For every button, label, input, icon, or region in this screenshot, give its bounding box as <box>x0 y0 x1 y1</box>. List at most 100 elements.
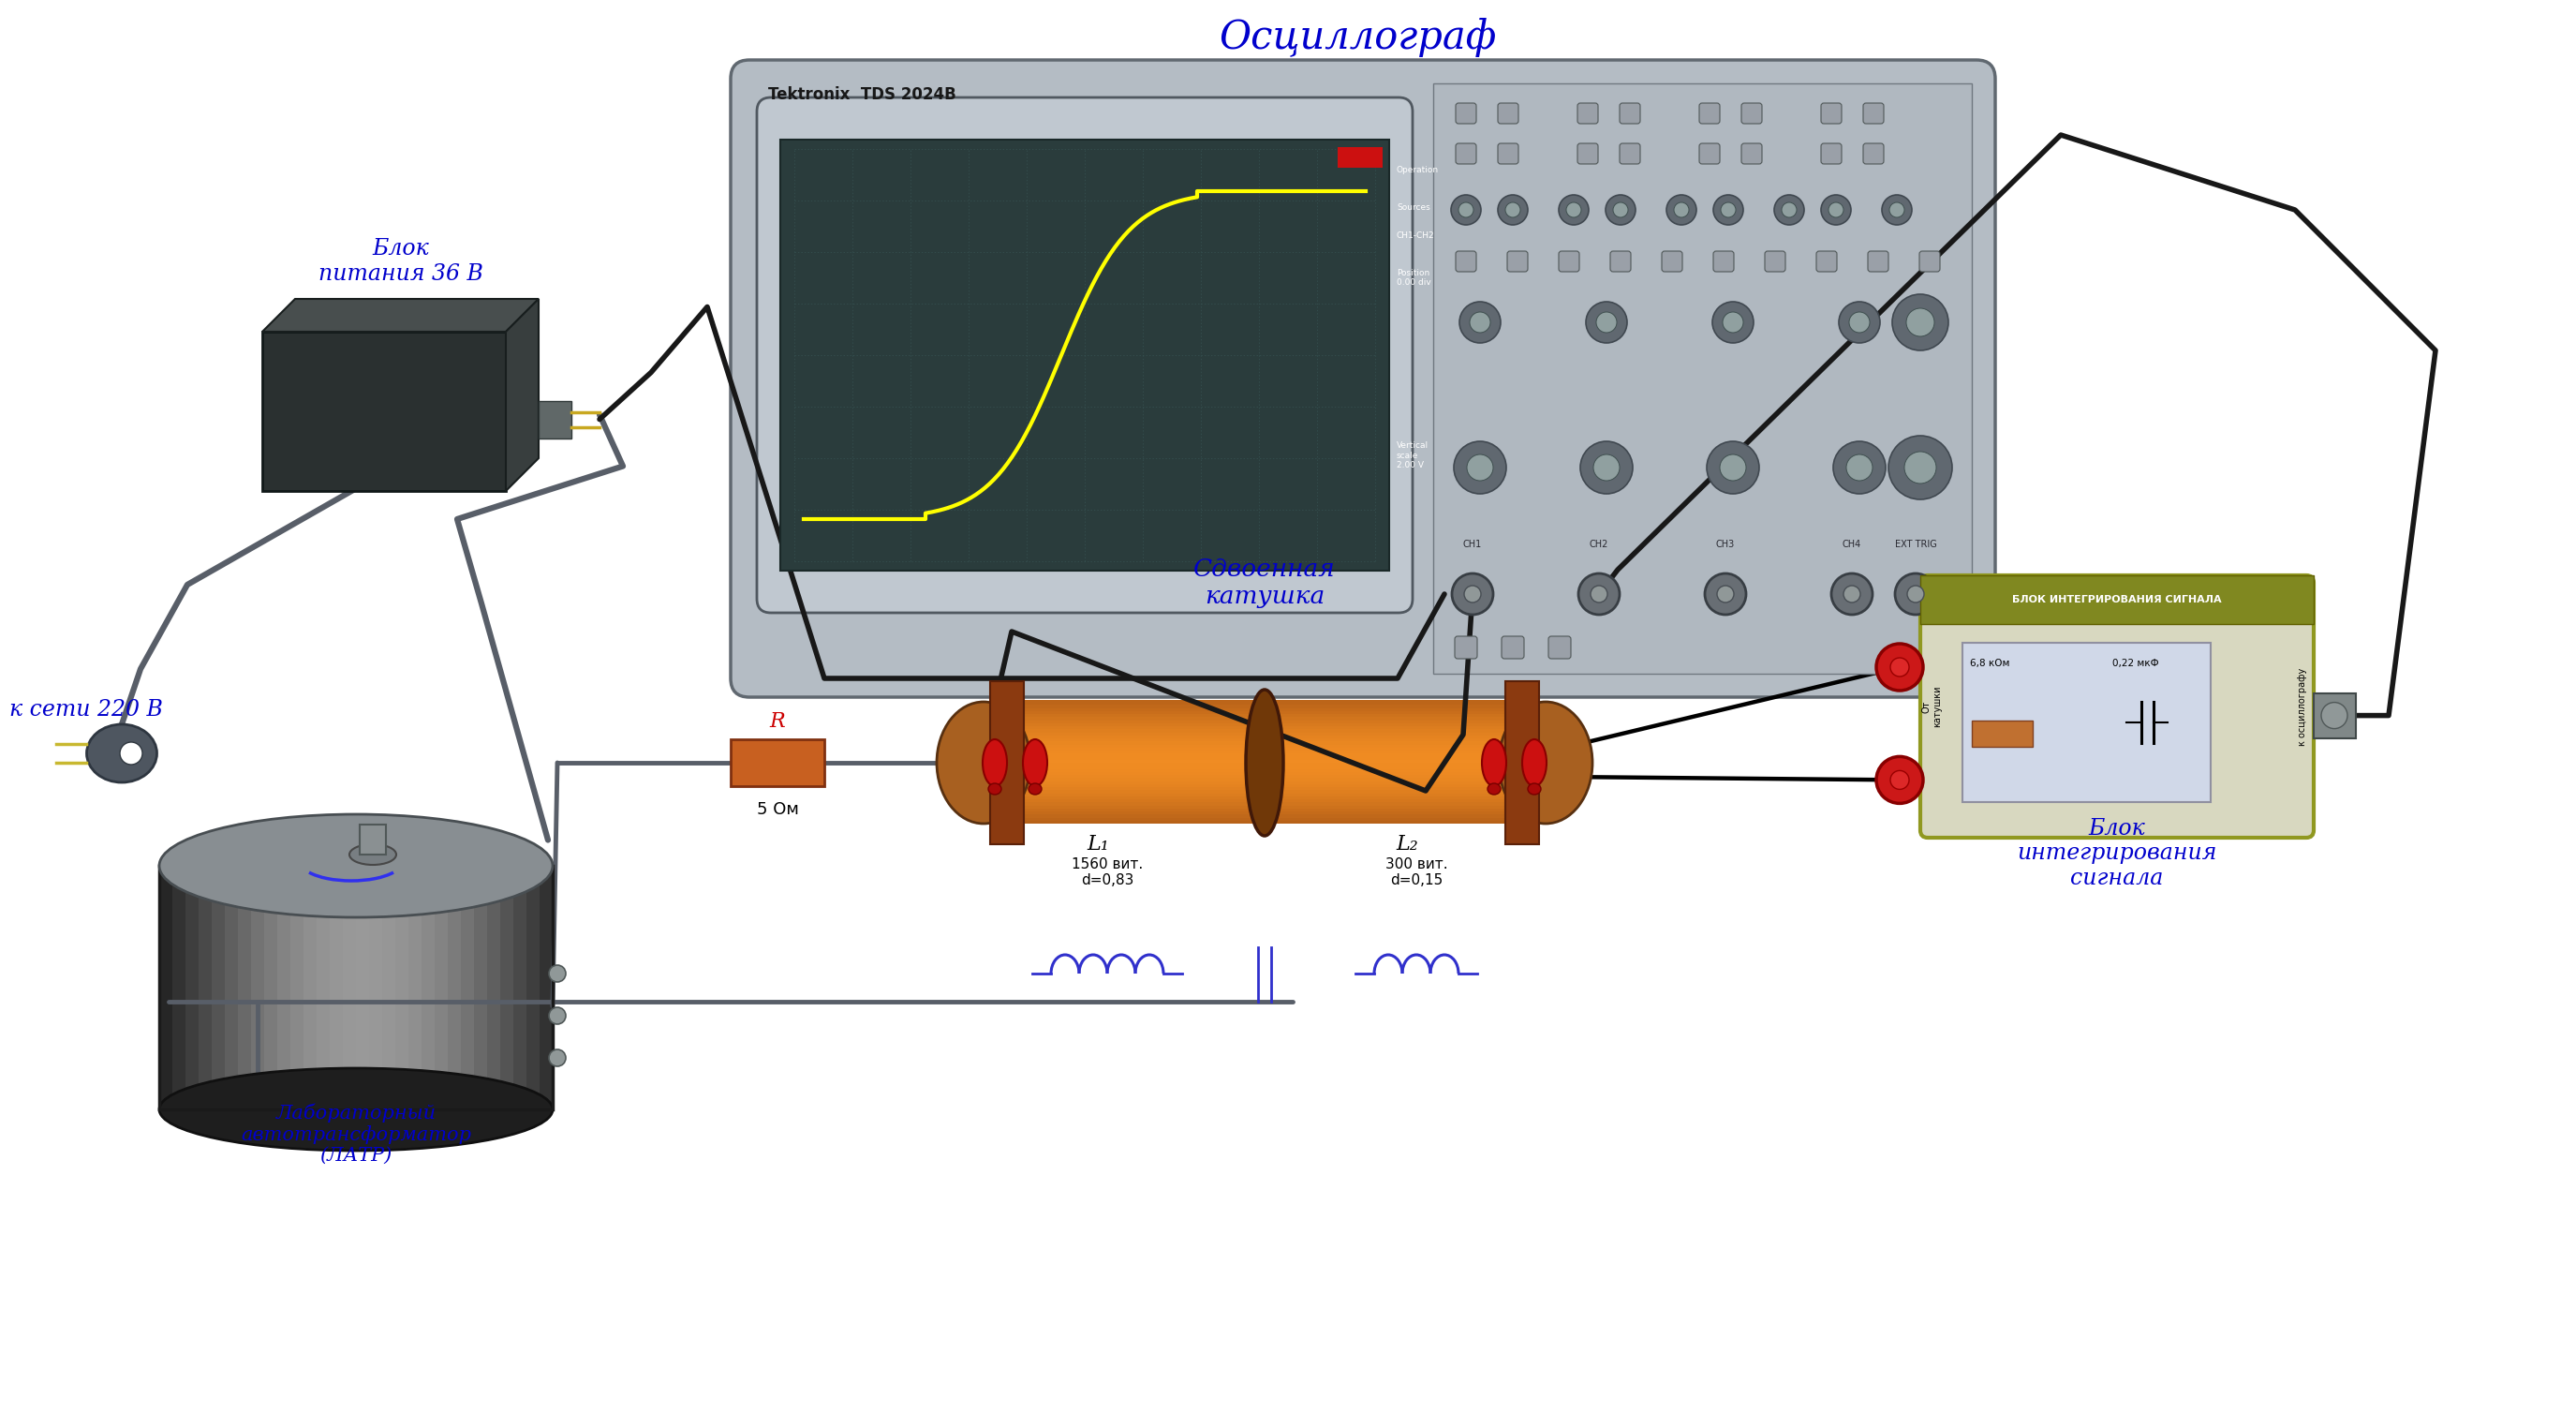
FancyBboxPatch shape <box>1497 143 1517 164</box>
Bar <box>448 865 464 1110</box>
FancyBboxPatch shape <box>1662 251 1682 271</box>
Circle shape <box>1821 194 1852 224</box>
Circle shape <box>1875 757 1924 804</box>
Circle shape <box>1839 301 1880 343</box>
Circle shape <box>1453 574 1494 614</box>
Bar <box>474 865 489 1110</box>
Bar <box>513 865 528 1110</box>
Text: CH1-CH2: CH1-CH2 <box>1396 231 1435 240</box>
Circle shape <box>1461 301 1502 343</box>
Circle shape <box>1850 313 1870 333</box>
Bar <box>410 865 422 1110</box>
Bar <box>1007 810 1522 814</box>
Ellipse shape <box>1028 784 1041 794</box>
Text: Блок
питания 36 В: Блок питания 36 В <box>319 238 484 284</box>
Text: От
катушки: От катушки <box>1922 685 1942 727</box>
Bar <box>173 865 188 1110</box>
Text: Tektronix  TDS 2024B: Tektronix TDS 2024B <box>768 86 956 103</box>
FancyBboxPatch shape <box>1919 251 1940 271</box>
Circle shape <box>1713 301 1754 343</box>
Ellipse shape <box>1528 784 1540 794</box>
Bar <box>1007 740 1522 744</box>
Bar <box>1963 643 2210 803</box>
Bar <box>330 865 345 1110</box>
Ellipse shape <box>1023 740 1048 787</box>
FancyBboxPatch shape <box>1868 251 1888 271</box>
Circle shape <box>1713 194 1744 224</box>
Ellipse shape <box>1499 701 1592 824</box>
Circle shape <box>1708 441 1759 494</box>
Circle shape <box>1906 308 1935 337</box>
Bar <box>1007 734 1522 738</box>
Circle shape <box>1450 194 1481 224</box>
Bar <box>1007 727 1522 733</box>
Text: к сети 220 В: к сети 220 В <box>10 700 162 721</box>
Ellipse shape <box>981 740 1007 787</box>
Circle shape <box>1587 301 1628 343</box>
Text: L₁: L₁ <box>1087 834 1108 854</box>
Circle shape <box>1888 436 1953 500</box>
FancyBboxPatch shape <box>1548 637 1571 658</box>
Bar <box>1007 767 1522 773</box>
Bar <box>1007 715 1522 720</box>
FancyBboxPatch shape <box>1620 143 1641 164</box>
Bar <box>368 865 384 1110</box>
Text: Сдвоенная
катушка: Сдвоенная катушка <box>1193 557 1334 608</box>
Circle shape <box>1832 574 1873 614</box>
Circle shape <box>549 965 567 982</box>
Circle shape <box>1605 194 1636 224</box>
Circle shape <box>1888 203 1904 217</box>
Bar <box>1007 745 1522 751</box>
Circle shape <box>1834 441 1886 494</box>
FancyBboxPatch shape <box>1455 637 1476 658</box>
Circle shape <box>1896 574 1937 614</box>
Bar <box>1971 720 2032 747</box>
Circle shape <box>1893 294 1947 350</box>
Circle shape <box>121 743 142 764</box>
Bar <box>265 865 278 1110</box>
Circle shape <box>1904 451 1937 484</box>
Bar <box>435 865 451 1110</box>
Circle shape <box>1504 203 1520 217</box>
Circle shape <box>1458 203 1473 217</box>
Text: CH2: CH2 <box>1589 540 1607 550</box>
FancyBboxPatch shape <box>1862 143 1883 164</box>
Circle shape <box>1497 194 1528 224</box>
Bar <box>1007 764 1522 768</box>
Text: 6,8 кОм: 6,8 кОм <box>1971 658 2009 668</box>
Circle shape <box>1597 313 1618 333</box>
Circle shape <box>1613 203 1628 217</box>
Circle shape <box>1718 585 1734 603</box>
FancyBboxPatch shape <box>1765 251 1785 271</box>
Text: CH4: CH4 <box>1842 540 1862 550</box>
Bar <box>1007 801 1522 805</box>
FancyBboxPatch shape <box>1700 143 1721 164</box>
Bar <box>211 865 227 1110</box>
Bar <box>355 865 371 1110</box>
Circle shape <box>1829 203 1844 217</box>
Bar <box>2313 693 2357 738</box>
Bar <box>198 865 214 1110</box>
Text: CH3: CH3 <box>1716 540 1734 550</box>
Bar <box>1007 813 1522 818</box>
FancyBboxPatch shape <box>1741 143 1762 164</box>
FancyBboxPatch shape <box>757 97 1412 613</box>
Ellipse shape <box>1247 690 1283 835</box>
Polygon shape <box>505 298 538 491</box>
FancyBboxPatch shape <box>1610 251 1631 271</box>
FancyBboxPatch shape <box>1502 637 1525 658</box>
Bar <box>487 865 502 1110</box>
Circle shape <box>1595 454 1620 481</box>
Text: Position
0.00 div: Position 0.00 div <box>1396 268 1432 287</box>
Circle shape <box>1566 203 1582 217</box>
Text: R: R <box>770 711 786 731</box>
Circle shape <box>1723 313 1744 333</box>
Bar <box>1007 773 1522 778</box>
FancyBboxPatch shape <box>1558 251 1579 271</box>
Ellipse shape <box>1486 784 1502 794</box>
Circle shape <box>1579 574 1620 614</box>
FancyBboxPatch shape <box>1577 143 1597 164</box>
Text: Operation: Operation <box>1396 166 1440 174</box>
Bar <box>732 740 824 787</box>
Bar <box>1007 718 1522 723</box>
